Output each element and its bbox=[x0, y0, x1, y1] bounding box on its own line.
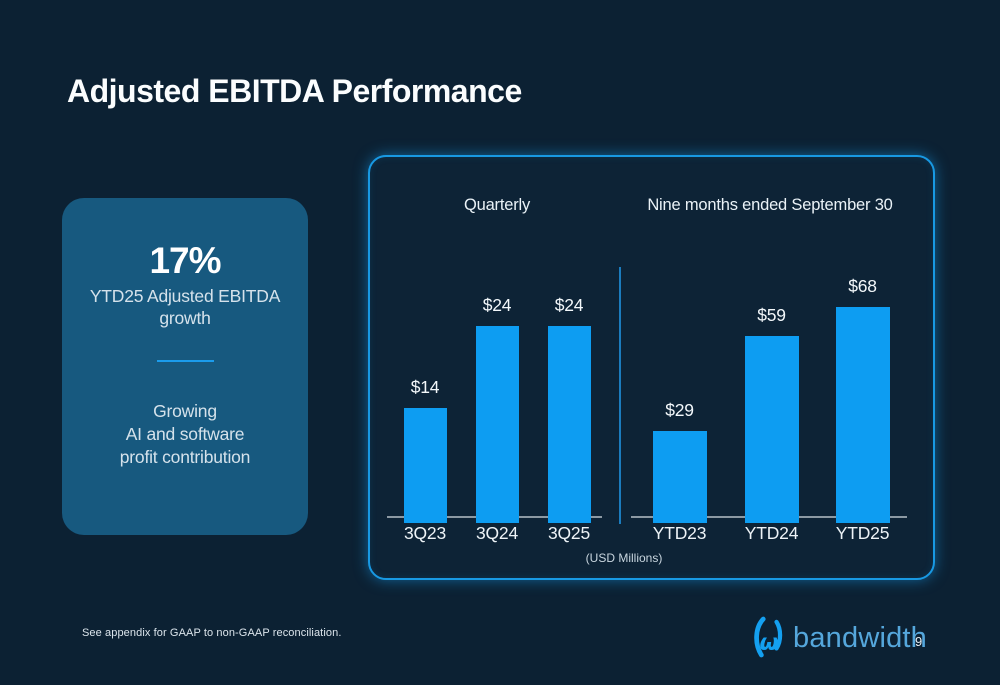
card-description: Growing AI and software profit contribut… bbox=[119, 400, 251, 468]
gaap-footnote: See appendix for GAAP to non-GAAP reconc… bbox=[82, 627, 342, 639]
bandwidth-logo-icon: ω bbox=[754, 616, 783, 658]
bar-value-label: $68 bbox=[848, 276, 877, 296]
chart-panel: Quarterly Nine months ended September 30… bbox=[368, 155, 935, 580]
tick-label-3Q23: 3Q23 bbox=[403, 523, 447, 543]
group-title-nine-months: Nine months ended September 30 bbox=[647, 196, 893, 214]
bar-rect bbox=[403, 408, 447, 523]
bar-value-label: $29 bbox=[665, 400, 694, 420]
bar-value-label: $59 bbox=[757, 305, 786, 325]
bandwidth-logo: ω bandwidth bbox=[750, 616, 927, 660]
bar-rect bbox=[835, 307, 890, 523]
tick-label-YTD23: YTD23 bbox=[652, 523, 707, 543]
group-divider-line bbox=[619, 267, 621, 524]
stat-caption: YTD25 Adjusted EBITDA growth bbox=[89, 285, 281, 328]
bar-rect bbox=[547, 326, 591, 523]
group-title-quarterly: Quarterly bbox=[463, 196, 531, 214]
bar-value-label: $24 bbox=[554, 295, 584, 315]
bar-3Q25: $24 bbox=[547, 295, 591, 523]
tick-label-3Q25: 3Q25 bbox=[547, 523, 591, 543]
bar-value-label: $14 bbox=[410, 377, 440, 397]
bar-3Q24: $24 bbox=[475, 295, 519, 523]
bar-rect bbox=[475, 326, 519, 523]
bar-rect bbox=[744, 336, 799, 523]
bandwidth-wordmark: bandwidth bbox=[793, 621, 928, 654]
tick-label-3Q24: 3Q24 bbox=[475, 523, 519, 543]
bar-value-label: $24 bbox=[482, 295, 512, 315]
units-label: (USD Millions) bbox=[585, 551, 663, 565]
stat-value: 17% bbox=[149, 240, 221, 281]
page-number: 9 bbox=[915, 634, 923, 649]
bar-rect bbox=[652, 431, 707, 523]
svg-text:ω: ω bbox=[759, 630, 778, 655]
bar-3Q23: $14 bbox=[403, 377, 447, 523]
tick-label-YTD24: YTD24 bbox=[744, 523, 799, 543]
bar-YTD24: $59 bbox=[744, 305, 799, 523]
highlight-card: 17% YTD25 Adjusted EBITDA growth Growing… bbox=[62, 198, 308, 535]
page-title: Adjusted EBITDA Performance bbox=[67, 73, 522, 110]
accent-divider bbox=[156, 359, 214, 362]
bar-YTD23: $29 bbox=[652, 400, 707, 523]
bar-YTD25: $68 bbox=[835, 276, 890, 523]
tick-label-YTD25: YTD25 bbox=[835, 523, 890, 543]
